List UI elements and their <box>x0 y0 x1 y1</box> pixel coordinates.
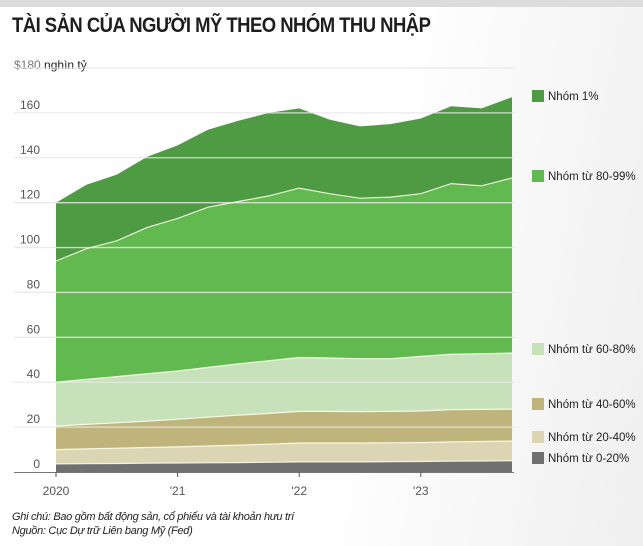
band-boundary-line <box>55 177 513 262</box>
y-tick-label: 120 <box>20 188 40 202</box>
legend-item: Nhóm từ 0-20% <box>532 452 629 465</box>
y-tick-label: 140 <box>20 143 40 157</box>
legend-item: Nhóm từ 60-80% <box>532 343 636 356</box>
y-tick-label: 0 <box>33 457 40 471</box>
legend-label: Nhóm từ 80-99% <box>548 171 636 183</box>
area-nh-m-t-80-99- <box>56 178 512 383</box>
legend-item: Nhóm từ 20-40% <box>532 431 636 444</box>
y-tick-label: 40 <box>27 367 41 381</box>
legend-swatch <box>532 452 544 464</box>
legend-swatch <box>532 431 544 443</box>
x-axis: 2020 '21 '22 '23 <box>14 472 514 498</box>
x-tick-label: 2020 <box>43 484 70 498</box>
legend-item: Nhóm từ 80-99% <box>532 170 636 183</box>
x-tick-label: '23 <box>413 484 429 498</box>
chart-title: TÀI SẢN CỦA NGƯỜI MỸ THEO NHÓM THU NHẬP <box>12 14 431 37</box>
chart-notes: Ghi chú: Bao gồm bất động sản, cổ phiếu … <box>12 510 294 538</box>
legend-item: Nhóm 1% <box>532 90 599 103</box>
y-axis-ticks: 0 20 40 60 80 100 120 140 160 <box>20 98 40 471</box>
area-nh-m-t-60-80- <box>56 353 512 426</box>
y-tick-label: 60 <box>27 322 41 336</box>
band-boundaries <box>55 177 513 465</box>
gridlines <box>14 67 515 428</box>
y-tick-label: 100 <box>20 233 40 247</box>
x-tick-label: '22 <box>291 484 307 498</box>
y-tick-label: 20 <box>27 412 41 426</box>
legend-swatch <box>532 398 544 410</box>
legend-label: Nhóm từ 0-20% <box>548 453 629 465</box>
legend-swatch <box>532 343 544 355</box>
legend-swatch <box>532 170 544 182</box>
band-boundary-line <box>55 460 513 465</box>
note-text: Ghi chú: Bao gồm bất động sản, cổ phiếu … <box>12 511 294 523</box>
area-layers <box>56 97 512 472</box>
legend-label: Nhóm từ 60-80% <box>548 344 636 356</box>
legend-label: Nhóm từ 20-40% <box>548 432 636 444</box>
area-nh-m-t-20-40- <box>56 441 512 464</box>
y-tick-label: 80 <box>27 277 41 291</box>
source-text: Nguồn: Cục Dự trữ Liên bang Mỹ (Fed) <box>12 525 193 537</box>
area-nh-m-t-40-60- <box>56 409 512 450</box>
x-tick-label: '21 <box>170 484 186 498</box>
band-boundary-line <box>55 352 513 383</box>
band-boundary-line <box>55 408 513 427</box>
legend-label: Nhóm từ 40-60% <box>548 399 636 411</box>
band-boundary-line <box>55 440 513 451</box>
legend-item: Nhóm từ 40-60% <box>532 398 636 411</box>
y-tick-label: 160 <box>20 98 40 112</box>
legend-swatch <box>532 90 544 102</box>
legend-label: Nhóm 1% <box>548 91 599 103</box>
top-bar <box>0 0 643 7</box>
legend: Nhóm từ 0-20% Nhóm từ 20-40% Nhóm từ 40-60… <box>532 90 636 465</box>
